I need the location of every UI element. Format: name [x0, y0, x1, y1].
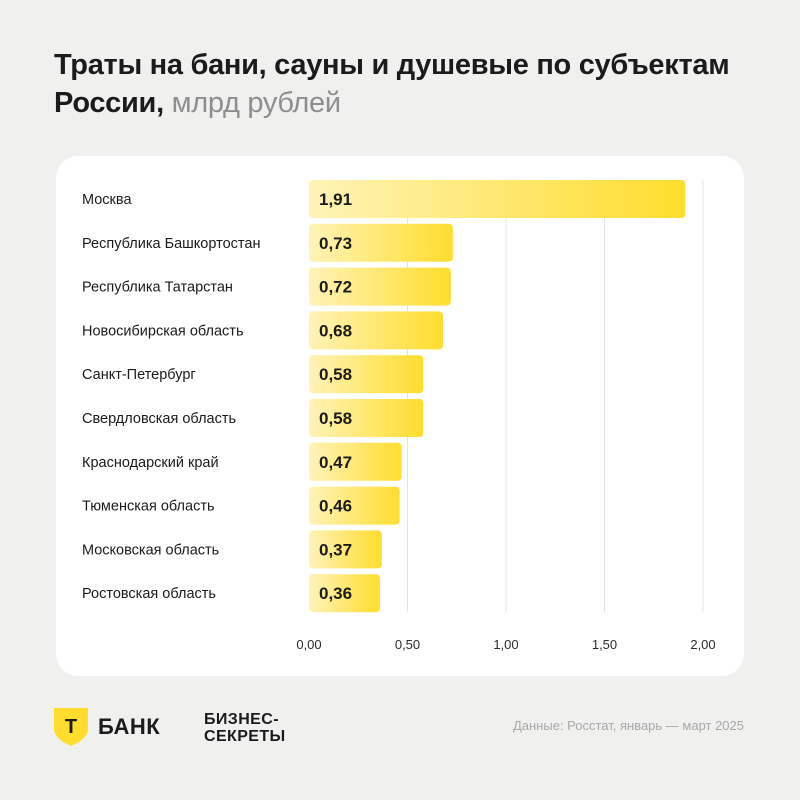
- tbank-logo-letter: Т: [65, 716, 77, 738]
- bar-value-label: 0,72: [319, 278, 352, 297]
- category-label: Ростовская область: [82, 586, 216, 602]
- category-labels: Москва Республика Башкортостан Республика …: [82, 192, 260, 602]
- title-unit: млрд рублей: [171, 87, 341, 119]
- x-tick-label: 0,00: [296, 637, 321, 652]
- bar-value-label: 1,91: [319, 190, 352, 209]
- category-label: Москва: [82, 192, 132, 208]
- category-label: Республика Татарстан: [82, 280, 233, 296]
- category-label: Московская область: [82, 542, 219, 558]
- bar-chart: 1,91 0,73 0,72 0,68 0,58 0,58 0,47 0,46 0,37 0,36…: [82, 180, 716, 652]
- category-label: Республика Башкортостан: [82, 236, 260, 252]
- x-tick-label: 1,00: [493, 637, 518, 652]
- category-label: Краснодарский край: [82, 455, 219, 471]
- bar: [309, 267, 451, 306]
- category-label: Тюменская область: [82, 499, 215, 515]
- bar-value-label: 0,58: [319, 365, 352, 384]
- bar: [309, 530, 382, 569]
- bar-value-label: 0,73: [319, 234, 352, 253]
- bar: [309, 223, 453, 262]
- tbank-shield-logo: Т: [54, 708, 88, 746]
- category-label: Санкт-Петербург: [82, 367, 196, 383]
- bar: [309, 355, 424, 394]
- bar-value-label: 0,47: [319, 453, 352, 472]
- bar-value-label: 0,46: [319, 497, 352, 516]
- chart-title: Траты на бани, сауны и душевые по субъек…: [54, 46, 754, 122]
- bar: [309, 180, 686, 218]
- grid-lines: [407, 180, 704, 612]
- bar: [309, 574, 380, 613]
- data-source: Данные: Росстат, январь — март 2025: [512, 718, 744, 733]
- x-axis-ticks: 0,00 0,50 1,00 1,50 2,00: [296, 637, 715, 652]
- x-tick-label: 0,50: [395, 637, 420, 652]
- category-label: Новосибирская область: [82, 323, 244, 339]
- bar-value-label: 0,37: [319, 540, 352, 559]
- bar: [309, 486, 400, 525]
- x-tick-label: 1,50: [592, 637, 617, 652]
- business-secrets-logo: БИЗНЕС- СЕКРЕТЫ: [204, 711, 286, 745]
- tbank-wordmark: БАНК: [98, 714, 161, 739]
- bars: 1,91 0,73 0,72 0,68 0,58 0,58 0,47 0,46 0,37 0,36: [309, 180, 686, 613]
- business-secrets-line2: СЕКРЕТЫ: [204, 728, 286, 745]
- bar-value-label: 0,58: [319, 409, 352, 428]
- x-tick-label: 2,00: [690, 637, 715, 652]
- category-label: Свердловская область: [82, 411, 236, 427]
- title-main: Траты на бани, сауны и душевые по субъек…: [54, 49, 730, 119]
- bar: [309, 311, 443, 350]
- bar-value-label: 0,36: [319, 584, 352, 603]
- bar-value-label: 0,68: [319, 321, 352, 340]
- chart-card: 1,91 0,73 0,72 0,68 0,58 0,58 0,47 0,46 0,37 0,36…: [56, 156, 744, 676]
- bar: [309, 399, 424, 437]
- business-secrets-line1: БИЗНЕС-: [204, 711, 279, 728]
- bar: [309, 442, 402, 481]
